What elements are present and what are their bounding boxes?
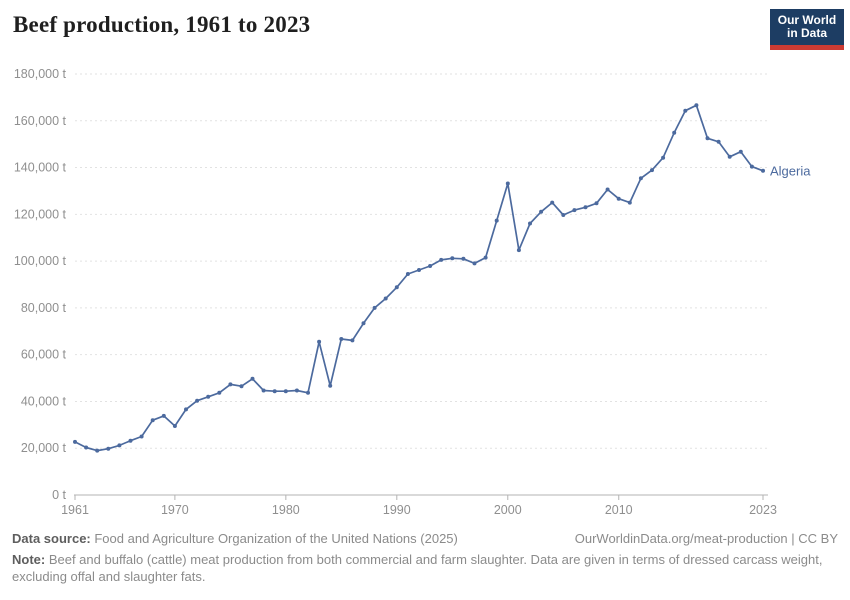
data-point [738, 149, 743, 154]
data-point [749, 164, 754, 169]
data-point [106, 446, 111, 451]
data-point [627, 200, 632, 205]
data-point [516, 248, 521, 253]
entity-label[interactable]: Algeria [770, 163, 811, 178]
data-point [705, 136, 710, 141]
data-point [616, 196, 621, 201]
chart-title: Beef production, 1961 to 2023 [13, 12, 311, 37]
data-point [450, 256, 455, 261]
owid-logo-line2: in Data [786, 26, 827, 40]
y-tick-label: 100,000 t [14, 254, 67, 268]
note-value: Beef and buffalo (cattle) meat productio… [12, 552, 823, 584]
data-point [306, 390, 310, 395]
data-point [361, 321, 366, 326]
data-point [383, 296, 388, 301]
data-point [505, 181, 510, 186]
x-tick-label: 2010 [605, 503, 633, 517]
x-tick-label: 2023 [749, 503, 777, 517]
data-point [317, 339, 322, 344]
data-point [550, 200, 555, 205]
data-point [172, 424, 177, 428]
data-point [672, 130, 677, 135]
data-point [405, 272, 410, 276]
data-point [461, 256, 466, 261]
line-chart: 0 t 20,000 t 40,000 t 60,000 t 80,000 t 100,0… [14, 67, 811, 517]
data-source-label: Data source: [12, 531, 91, 546]
data-point [727, 154, 732, 159]
y-tick-label: 160,000 t [14, 114, 67, 128]
data-point [472, 261, 477, 266]
data-point [217, 390, 222, 395]
data-point [638, 176, 643, 181]
data-source-text: Data source: Food and Agriculture Organi… [12, 530, 458, 547]
note-label: Note: [12, 552, 46, 567]
data-point [195, 398, 200, 403]
y-tick-label: 80,000 t [21, 301, 67, 315]
data-point [605, 187, 610, 192]
data-point [84, 445, 89, 450]
data-point [417, 268, 421, 272]
y-tick-label: 0 t [52, 488, 66, 502]
data-point [572, 208, 577, 213]
data-point [372, 305, 377, 310]
data-point [261, 388, 266, 393]
data-point [650, 168, 654, 173]
y-tick-label: 20,000 t [21, 441, 67, 455]
y-tick-label: 60,000 t [21, 348, 67, 362]
x-tick-label: 1980 [272, 503, 300, 517]
data-point [150, 418, 155, 423]
x-tick-label: 1961 [61, 503, 89, 517]
owid-url-link[interactable]: OurWorldinData.org/meat-production | CC … [574, 531, 838, 546]
data-point [483, 255, 488, 260]
data-point [594, 201, 599, 206]
data-point [716, 139, 721, 144]
data-point [539, 209, 544, 214]
y-tick-label: 40,000 t [21, 394, 67, 408]
y-tick-label: 180,000 t [14, 67, 67, 81]
data-source-value: Food and Agriculture Organization of the… [90, 531, 458, 546]
chart-svg: 0 t 20,000 t 40,000 t 60,000 t 80,000 t 100,0… [14, 67, 811, 517]
footer-note: Note: Beef and buffalo (cattle) meat pro… [12, 551, 838, 585]
y-tick-label: 120,000 t [14, 207, 67, 221]
series-line-algeria [74, 104, 764, 452]
owid-logo[interactable]: Our World in Data [770, 9, 844, 50]
data-point [683, 108, 688, 113]
data-point [661, 155, 666, 160]
data-point [328, 383, 333, 388]
y-tick-label: 140,000 t [14, 161, 67, 175]
x-tick-label: 2000 [494, 503, 522, 517]
data-point [184, 407, 188, 412]
chart-header: Beef production, 1961 to 2023 Our World … [0, 0, 850, 60]
data-point [161, 413, 166, 418]
data-point [272, 389, 277, 394]
data-point [561, 213, 566, 217]
chart-footer: Data source: Food and Agriculture Organi… [12, 530, 838, 585]
data-point [694, 103, 699, 108]
owid-logo-line1: Our World [777, 13, 837, 27]
x-tick-label: 1970 [161, 503, 189, 517]
data-point [439, 257, 444, 262]
data-point [428, 264, 433, 268]
data-point [239, 384, 244, 389]
data-point [117, 443, 122, 448]
data-point [95, 448, 100, 453]
data-point [206, 394, 211, 399]
data-point [250, 376, 255, 381]
data-point [583, 205, 588, 210]
data-point [139, 434, 144, 439]
data-point [528, 221, 532, 226]
data-point [761, 168, 765, 173]
data-point [394, 285, 399, 290]
data-point [128, 438, 133, 443]
data-point [494, 218, 499, 223]
data-point [294, 388, 299, 393]
data-point [228, 382, 233, 387]
x-tick-label: 1990 [383, 503, 411, 517]
data-point [73, 439, 77, 444]
data-point [350, 338, 355, 343]
data-point [283, 389, 288, 394]
data-point [339, 337, 344, 341]
